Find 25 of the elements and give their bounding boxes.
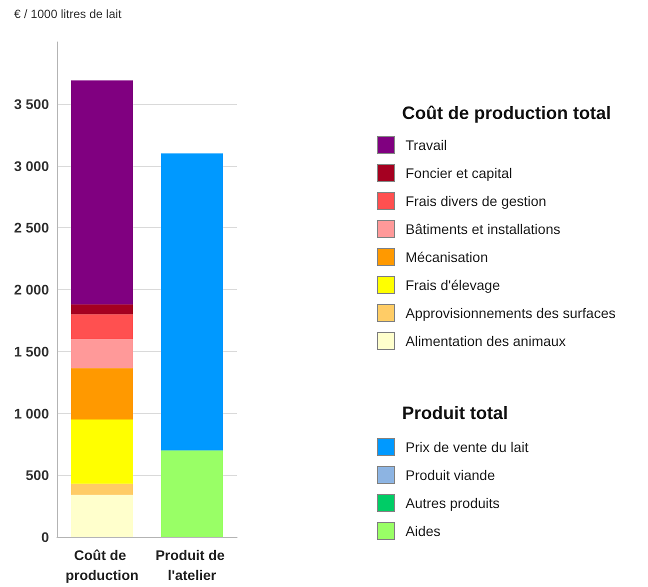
y-tick-label: 1 000 — [14, 405, 50, 422]
legend-label: Alimentation des animaux — [406, 333, 566, 349]
y-tick-label: 3 000 — [14, 158, 50, 174]
legend-label: Frais divers de gestion — [406, 193, 546, 209]
y-axis-title: € / 1000 litres de lait — [14, 7, 122, 21]
legend-label: Mécanisation — [406, 249, 488, 265]
legend-label: Prix de vente du lait — [406, 439, 529, 455]
y-tick-label: 500 — [26, 467, 50, 484]
legend-label: Travail — [406, 137, 447, 153]
legend-label: Foncier et capital — [406, 165, 512, 181]
legend-label: Bâtiments et installations — [406, 221, 560, 237]
legend-label: Autres produits — [406, 495, 500, 511]
x-tick-label: Coût de production — [65, 547, 139, 583]
x-tick-label: Produit de l'atelier — [155, 547, 229, 583]
y-tick-label: 1 500 — [14, 343, 50, 360]
legend-label: Produit viande — [406, 467, 496, 483]
legend-label: Approvisionnements des surfaces — [406, 305, 616, 321]
legend-title: Coût de production total — [402, 103, 611, 123]
text: Produit total — [402, 403, 508, 423]
y-tick-label: 3 500 — [14, 96, 50, 112]
y-tick-label: 2 500 — [14, 220, 50, 236]
y-tick-label: 0 — [41, 529, 50, 545]
y-tick-label: 2 000 — [14, 282, 50, 298]
legend-label: Frais d'élevage — [406, 277, 500, 293]
legend-label: Aides — [406, 523, 441, 539]
